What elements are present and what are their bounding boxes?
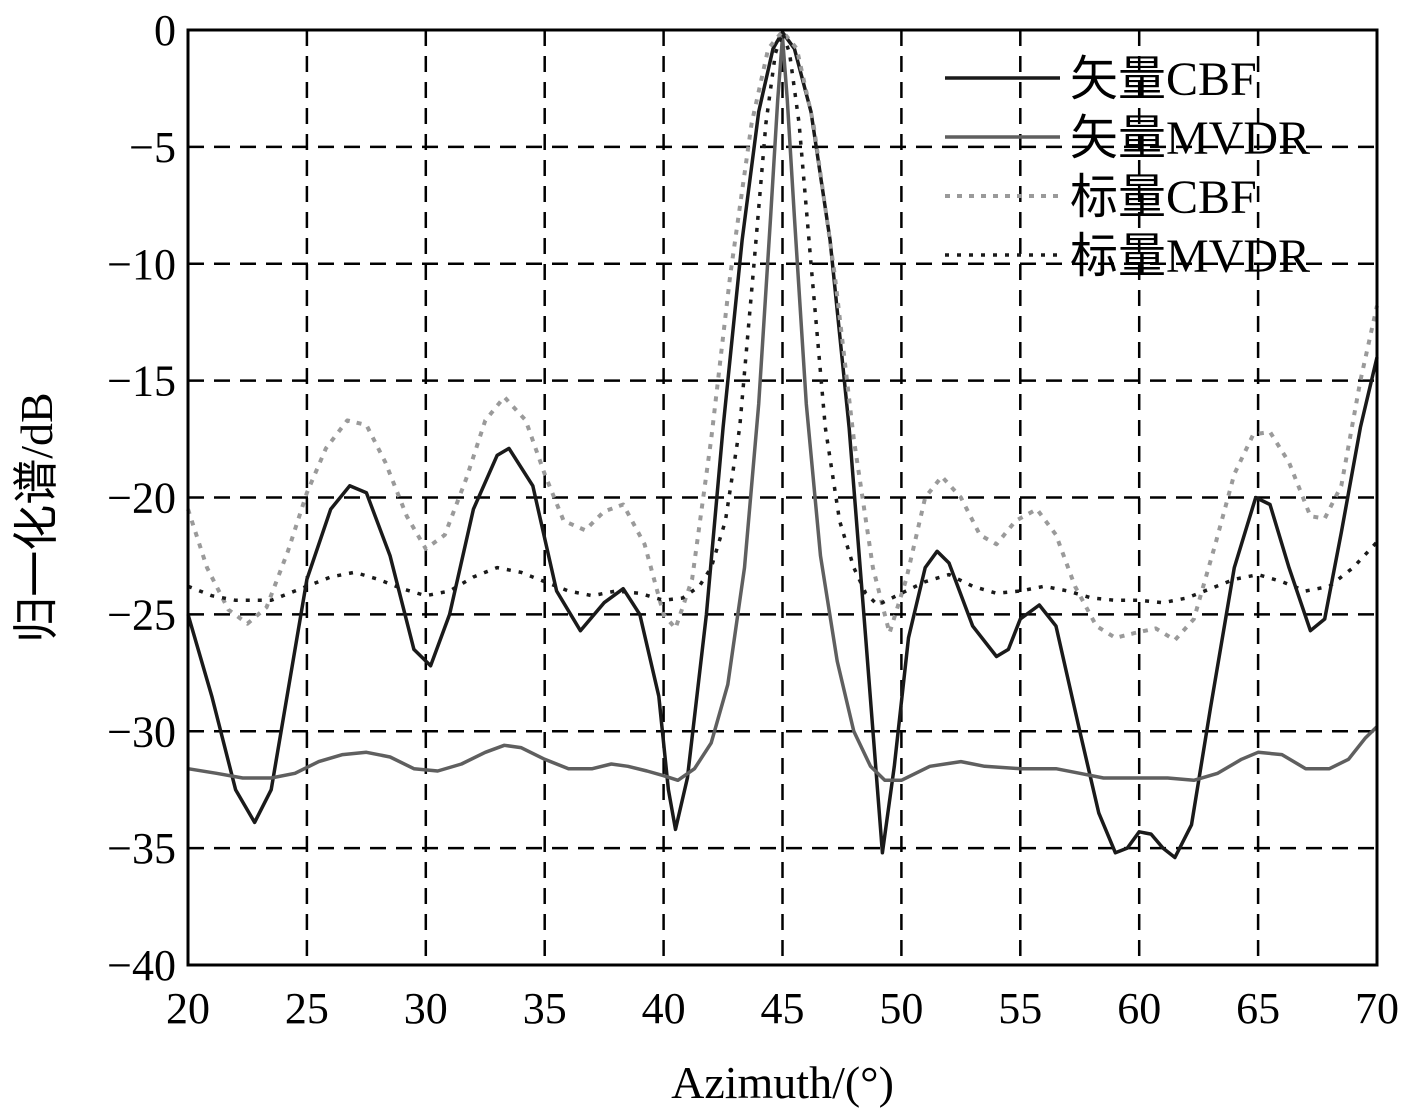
x-tick-label: 45 bbox=[761, 984, 805, 1033]
x-tick-label: 65 bbox=[1236, 984, 1280, 1033]
y-tick-label: −5 bbox=[129, 123, 176, 172]
x-tick-label: 35 bbox=[523, 984, 567, 1033]
data-series bbox=[186, 29, 1379, 860]
y-tick-label: −10 bbox=[107, 240, 176, 289]
y-axis-ticks: 0 −5 −10 −15 −20 −25 −30 −35 −40 bbox=[107, 6, 176, 990]
x-tick-label: 20 bbox=[166, 984, 210, 1033]
series-line-1 bbox=[187, 35, 1379, 783]
x-axis-ticks: 20 25 30 35 40 45 50 55 60 65 70 bbox=[166, 984, 1399, 1033]
x-tick-label: 30 bbox=[404, 984, 448, 1033]
legend-label: 矢量MVDR bbox=[1070, 112, 1310, 165]
y-tick-label: −20 bbox=[107, 474, 176, 523]
x-tick-label: 25 bbox=[285, 984, 329, 1033]
legend-label: 标量CBF bbox=[1070, 171, 1257, 224]
legend: 矢量CBF 矢量MVDR 标量CBF 标量MVDR bbox=[945, 53, 1310, 283]
y-tick-label: 0 bbox=[154, 6, 176, 55]
y-tick-label: −40 bbox=[107, 941, 176, 990]
x-tick-label: 60 bbox=[1117, 984, 1161, 1033]
y-tick-label: −15 bbox=[107, 357, 176, 406]
x-tick-label: 70 bbox=[1355, 984, 1399, 1033]
y-axis-title: 归一化谱/dB bbox=[11, 392, 62, 642]
x-tick-label: 40 bbox=[642, 984, 686, 1033]
y-tick-label: −25 bbox=[107, 590, 176, 639]
series-line-2 bbox=[186, 29, 1379, 643]
x-axis-title: Azimuth/(°) bbox=[671, 1057, 894, 1108]
legend-label: 标量MVDR bbox=[1070, 230, 1310, 283]
y-tick-label: −35 bbox=[107, 824, 176, 873]
x-tick-label: 55 bbox=[998, 984, 1042, 1033]
y-tick-label: −30 bbox=[107, 707, 176, 756]
x-tick-label: 50 bbox=[879, 984, 923, 1033]
plot-frame bbox=[186, 28, 1379, 967]
legend-label: 矢量CBF bbox=[1070, 53, 1257, 106]
series-line-0 bbox=[186, 30, 1379, 860]
